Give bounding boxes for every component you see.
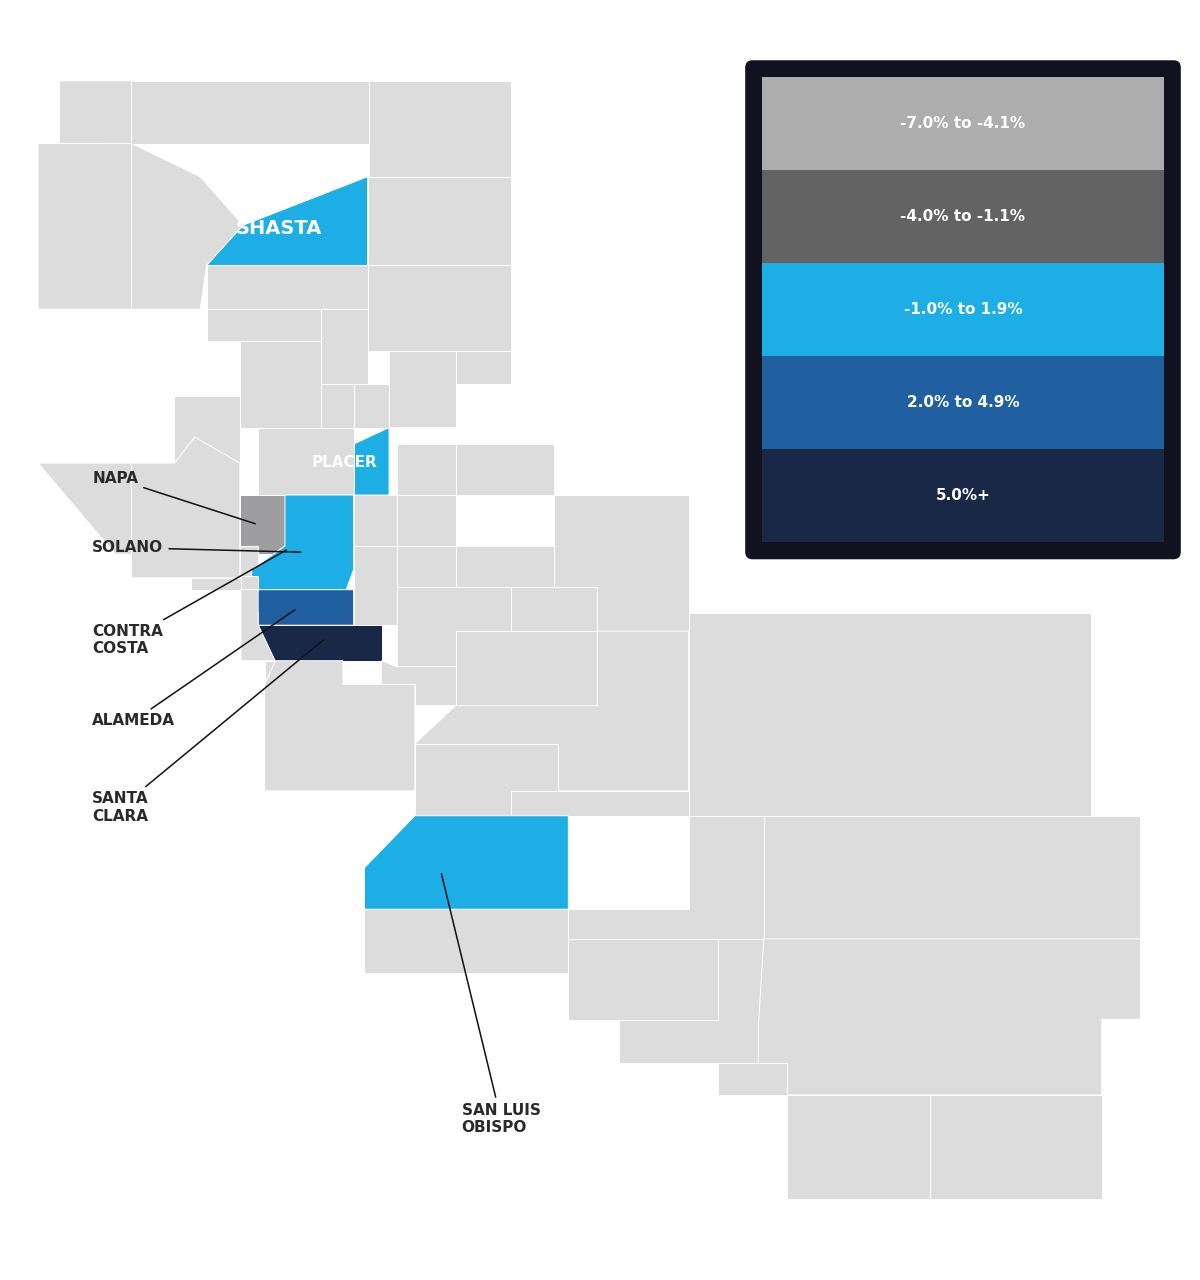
Polygon shape — [930, 1094, 1102, 1199]
Polygon shape — [241, 576, 258, 590]
Polygon shape — [252, 545, 346, 590]
FancyBboxPatch shape — [745, 60, 1181, 559]
Text: SHASTA: SHASTA — [235, 219, 322, 238]
Polygon shape — [389, 351, 456, 428]
Polygon shape — [718, 1064, 787, 1094]
Polygon shape — [343, 685, 415, 744]
Polygon shape — [206, 310, 322, 342]
Text: NAPA: NAPA — [92, 471, 256, 524]
Text: -1.0% to 1.9%: -1.0% to 1.9% — [904, 302, 1022, 317]
Polygon shape — [456, 351, 511, 384]
Text: CONTRA
COSTA: CONTRA COSTA — [92, 550, 287, 657]
Polygon shape — [689, 613, 1091, 815]
Polygon shape — [252, 495, 354, 590]
Polygon shape — [252, 590, 354, 625]
Polygon shape — [619, 938, 833, 1064]
Polygon shape — [38, 143, 136, 310]
Polygon shape — [354, 495, 397, 545]
Polygon shape — [258, 428, 354, 495]
Bar — [762, 449, 1164, 543]
Text: SAN LUIS
OBISPO: SAN LUIS OBISPO — [442, 874, 540, 1135]
Polygon shape — [382, 660, 511, 705]
Bar — [762, 264, 1164, 356]
Text: ALAMEDA: ALAMEDA — [92, 609, 295, 728]
Polygon shape — [132, 143, 244, 310]
Polygon shape — [132, 436, 240, 577]
Text: SANTA
CLARA: SANTA CLARA — [92, 640, 324, 823]
Polygon shape — [365, 815, 569, 909]
Polygon shape — [191, 545, 258, 590]
Polygon shape — [264, 660, 415, 791]
Polygon shape — [511, 791, 689, 815]
Polygon shape — [397, 545, 456, 588]
Polygon shape — [689, 815, 1140, 938]
Polygon shape — [241, 590, 275, 660]
Bar — [762, 356, 1164, 449]
Polygon shape — [240, 495, 284, 554]
Polygon shape — [322, 310, 367, 384]
Polygon shape — [511, 815, 763, 938]
Polygon shape — [206, 177, 367, 265]
Polygon shape — [415, 631, 689, 791]
Polygon shape — [38, 436, 226, 554]
Polygon shape — [456, 444, 554, 495]
Polygon shape — [264, 660, 343, 685]
Text: -4.0% to -1.1%: -4.0% to -1.1% — [900, 210, 1026, 224]
Bar — [762, 77, 1164, 170]
Polygon shape — [240, 342, 322, 428]
Polygon shape — [132, 81, 368, 143]
Text: -7.0% to -4.1%: -7.0% to -4.1% — [900, 116, 1026, 132]
Polygon shape — [367, 177, 511, 265]
Polygon shape — [397, 444, 511, 495]
Bar — [762, 170, 1164, 264]
Polygon shape — [456, 545, 598, 588]
Polygon shape — [397, 588, 511, 667]
Polygon shape — [368, 81, 511, 177]
Polygon shape — [60, 81, 132, 145]
Polygon shape — [787, 1094, 930, 1199]
Text: SOLANO: SOLANO — [92, 540, 301, 556]
Polygon shape — [354, 384, 389, 428]
Polygon shape — [569, 938, 718, 1020]
Polygon shape — [456, 631, 598, 705]
Polygon shape — [367, 265, 511, 351]
Polygon shape — [456, 588, 598, 631]
Polygon shape — [206, 265, 367, 310]
Polygon shape — [365, 909, 569, 973]
Polygon shape — [758, 938, 1140, 1094]
Polygon shape — [258, 617, 382, 660]
Text: 2.0% to 4.9%: 2.0% to 4.9% — [907, 396, 1019, 410]
Polygon shape — [340, 428, 456, 495]
Polygon shape — [354, 545, 397, 625]
Polygon shape — [174, 396, 240, 463]
Polygon shape — [397, 495, 456, 545]
Text: 5.0%+: 5.0%+ — [936, 488, 990, 503]
Text: PLACER: PLACER — [312, 454, 377, 470]
Polygon shape — [415, 744, 558, 815]
Polygon shape — [554, 495, 689, 631]
Polygon shape — [322, 384, 354, 428]
